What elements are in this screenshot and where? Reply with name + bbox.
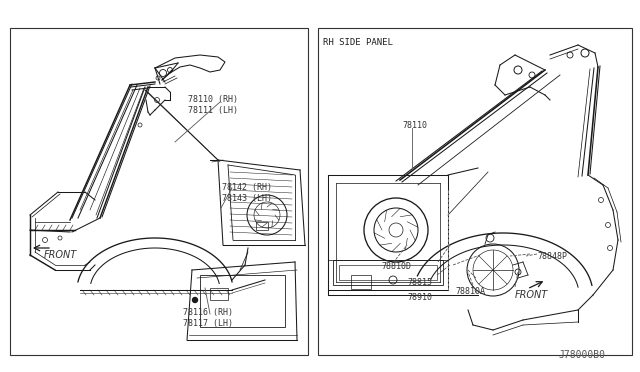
Text: 78810D: 78810D [381, 262, 411, 271]
Text: 78910: 78910 [407, 293, 432, 302]
Circle shape [193, 298, 198, 302]
Text: 78110 (RH): 78110 (RH) [188, 95, 238, 104]
Text: 78810A: 78810A [455, 287, 485, 296]
Text: 78116 (RH): 78116 (RH) [183, 308, 233, 317]
Bar [256, 222, 268, 230]
Bar [10, 28, 308, 355]
Bar [318, 28, 632, 355]
Text: 78117 (LH): 78117 (LH) [183, 319, 233, 328]
Bar [339, 265, 437, 280]
Bar [351, 275, 371, 289]
Text: 78848P: 78848P [537, 252, 567, 261]
Text: FRONT: FRONT [44, 250, 77, 260]
Text: RH SIDE PANEL: RH SIDE PANEL [323, 38, 393, 47]
Text: J78000B0: J78000B0 [558, 350, 605, 360]
Text: FRONT: FRONT [515, 290, 548, 300]
Text: 78110: 78110 [402, 121, 427, 130]
Text: 78142 (RH): 78142 (RH) [222, 183, 272, 192]
Bar [210, 288, 228, 300]
Bar [333, 260, 443, 285]
Text: 78111 (LH): 78111 (LH) [188, 106, 238, 115]
Bar [200, 275, 285, 327]
Text: 78815: 78815 [407, 278, 432, 287]
Text: 78143 (LH): 78143 (LH) [222, 194, 272, 203]
